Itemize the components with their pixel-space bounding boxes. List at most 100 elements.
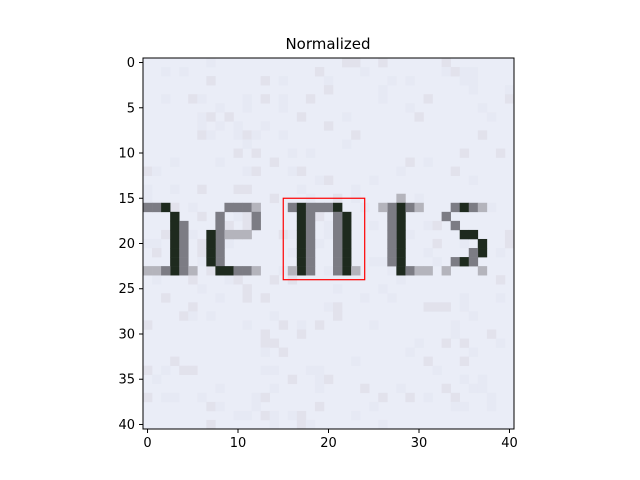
noise-pixel [143,365,153,376]
glyph-pixel [396,238,406,249]
noise-pixel [414,338,424,348]
noise-pixel [314,67,325,77]
glyph-pixel [396,229,406,240]
noise-pixel [459,374,470,385]
noise-pixel [197,284,207,294]
noise-pixel [387,76,397,86]
noise-pixel [143,166,153,176]
glyph-pixel [206,257,216,267]
noise-pixel [323,121,334,131]
noise-pixel [260,338,270,348]
noise-pixel [152,275,162,285]
glyph-pixel [224,202,234,213]
noise-pixel [143,320,153,330]
glyph-pixel [342,266,352,276]
glyph-pixel [305,266,316,276]
glyph-pixel [242,229,252,240]
noise-pixel [414,112,424,122]
glyph-pixel [233,266,243,276]
noise-pixel [314,401,325,412]
glyph-pixel [215,266,225,276]
glyph-pixel [296,248,307,258]
glyph-pixel [333,257,343,267]
noise-pixel [278,130,289,140]
noise-pixel [504,229,515,240]
noise-pixel [242,320,252,330]
noise-pixel [278,103,289,113]
noise-pixel [423,157,433,167]
noise-pixel [459,238,470,249]
glyph-pixel [224,266,234,276]
noise-pixel [278,94,289,104]
glyph-pixel [296,266,307,276]
noise-pixel [179,365,189,376]
glyph-pixel [179,238,189,249]
noise-pixel [323,175,334,185]
noise-pixel [197,392,207,403]
noise-pixel [278,76,289,86]
noise-pixel [450,401,461,412]
noise-pixel [405,103,415,113]
noise-pixel [323,229,334,240]
noise-pixel [369,401,379,412]
noise-pixel [396,166,406,176]
noise-pixel [242,410,252,421]
glyph-pixel [188,266,198,276]
noise-pixel [432,220,442,231]
glyph-pixel [305,257,316,267]
noise-pixel [197,94,207,104]
noise-pixel [206,58,216,68]
noise-pixel [342,139,352,149]
noise-pixel [423,302,433,312]
noise-pixel [206,419,216,430]
noise-pixel [233,184,243,195]
noise-pixel [161,365,171,376]
noise-pixel [242,184,252,195]
glyph-pixel [215,220,225,231]
glyph-pixel [387,211,397,222]
noise-pixel [179,311,189,321]
noise-pixel [278,320,289,330]
y-tick-label: 40 [118,418,135,433]
glyph-pixel [396,220,406,231]
annotations [282,197,366,281]
noise-pixel [170,356,180,366]
glyph-pixel [152,266,162,276]
noise-pixel [269,275,280,285]
glyph-pixel [387,248,397,258]
glyph-pixel [206,238,216,249]
glyph-pixel [396,266,406,276]
noise-pixel [378,257,388,267]
noise-pixel [233,275,243,285]
noise-pixel [468,383,479,394]
noise-pixel [369,175,379,185]
glyph-pixel [233,229,243,240]
glyph-pixel [206,248,216,258]
noise-pixel [486,392,497,403]
y-tick-label: 10 [118,147,135,162]
noise-pixel [351,184,361,195]
noise-pixel [468,67,479,77]
noise-pixel [378,85,388,95]
glyph-pixel [170,266,180,276]
noise-pixel [242,166,252,176]
noise-pixel [323,374,334,385]
noise-pixel [450,320,461,330]
noise-pixel [360,293,370,303]
noise-pixel [215,121,225,131]
noise-pixel [206,112,216,122]
glyph-pixel [342,238,352,249]
noise-pixel [197,112,207,122]
noise-pixel [314,383,325,394]
glyph-pixel [179,266,189,276]
noise-pixel [242,130,252,140]
noise-pixel [459,148,470,158]
noise-pixel [396,383,406,394]
noise-pixel [197,184,207,195]
glyph-pixel [333,220,343,231]
noise-pixel [143,184,153,195]
y-axis: 0 5 10 15 20 25 30 35 40 [118,56,143,433]
glyph-pixel [296,257,307,267]
noise-pixel [495,248,506,258]
noise-pixel [260,329,270,339]
